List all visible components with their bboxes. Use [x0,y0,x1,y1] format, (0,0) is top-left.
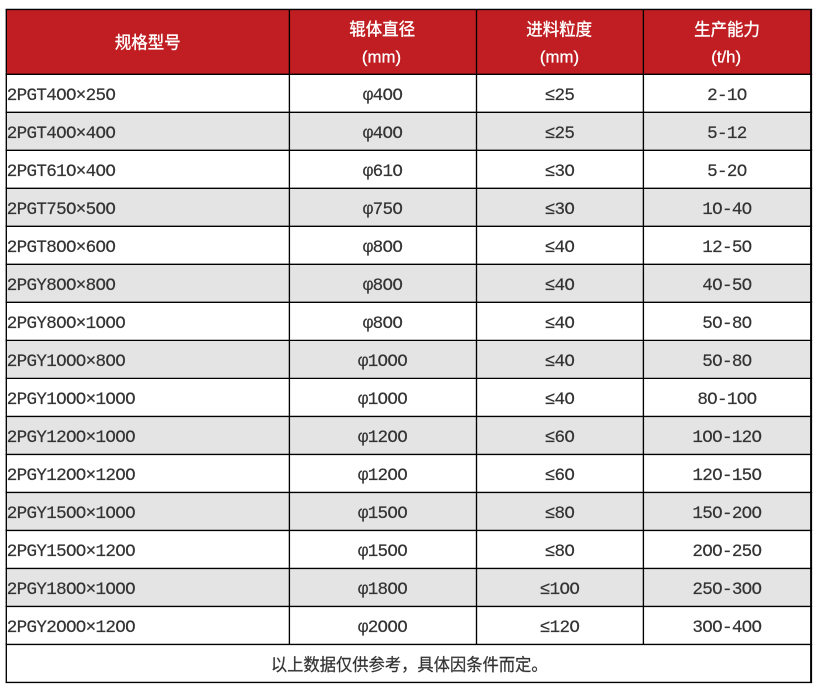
svg-text:φ1OOO: φ1OOO [358,352,407,372]
svg-text:2OO-25O: 2OO-25O [692,542,761,562]
svg-text:2PGT4OO×4OO: 2PGT4OO×4OO [7,124,116,144]
svg-text:2PGY12OO×1OOO: 2PGY12OO×1OOO [7,428,135,448]
svg-text:≤8O: ≤8O [545,542,575,562]
svg-text:≤4O: ≤4O [545,276,575,296]
svg-text:2PGY18OO×1OOO: 2PGY18OO×1OOO [7,580,135,600]
svg-text:12O-15O: 12O-15O [692,466,761,486]
svg-text:φ61O: φ61O [363,162,403,182]
svg-text:1OO-12O: 1OO-12O [692,428,761,448]
svg-text:(mm): (mm) [362,47,401,66]
svg-text:≤25: ≤25 [545,124,575,144]
svg-text:≤4O: ≤4O [545,238,575,258]
svg-text:≤3O: ≤3O [545,162,575,182]
svg-text:4O-5O: 4O-5O [702,276,751,296]
svg-text:5O-8O: 5O-8O [702,314,751,334]
svg-text:φ8OO: φ8OO [363,238,403,258]
svg-text:≤3O: ≤3O [545,200,575,220]
svg-text:≤12O: ≤12O [540,618,580,638]
svg-text:2-1O: 2-1O [707,86,747,106]
svg-text:2PGY1OOO×8OO: 2PGY1OOO×8OO [7,352,125,372]
svg-text:≤8O: ≤8O [545,504,575,524]
svg-text:5-12: 5-12 [707,124,747,144]
svg-text:φ2OOO: φ2OOO [358,618,407,638]
svg-text:φ18OO: φ18OO [358,580,407,600]
svg-text:2PGY8OO×8OO: 2PGY8OO×8OO [7,276,116,296]
svg-text:2PGY2OOO×12OO: 2PGY2OOO×12OO [7,618,135,638]
svg-text:2PGY1OOO×1OOO: 2PGY1OOO×1OOO [7,390,135,410]
svg-text:5O-8O: 5O-8O [702,352,751,372]
svg-text:φ8OO: φ8OO [363,276,403,296]
svg-text:φ1OOO: φ1OOO [358,390,407,410]
svg-text:15O-2OO: 15O-2OO [692,504,761,524]
svg-text:25O-3OO: 25O-3OO [692,580,761,600]
svg-text:(t/h): (t/h) [711,47,741,66]
svg-text:8O-1OO: 8O-1OO [697,390,756,410]
svg-text:1O-4O: 1O-4O [702,200,751,220]
svg-text:≤1OO: ≤1OO [540,580,580,600]
svg-text:5-2O: 5-2O [707,162,747,182]
svg-text:φ8OO: φ8OO [363,314,403,334]
svg-text:2PGY12OO×12OO: 2PGY12OO×12OO [7,466,135,486]
svg-text:(mm): (mm) [540,47,579,66]
svg-text:≤4O: ≤4O [545,390,575,410]
svg-text:φ15OO: φ15OO [358,542,407,562]
svg-text:12-5O: 12-5O [702,238,751,258]
svg-text:2PGY15OO×12OO: 2PGY15OO×12OO [7,542,135,562]
svg-text:2PGT61O×4OO: 2PGT61O×4OO [7,162,116,182]
svg-text:≤4O: ≤4O [545,352,575,372]
svg-text:2PGT8OO×6OO: 2PGT8OO×6OO [7,238,116,258]
svg-text:2PGT4OO×25O: 2PGT4OO×25O [7,86,116,106]
svg-text:φ15OO: φ15OO [358,504,407,524]
svg-text:φ12OO: φ12OO [358,466,407,486]
svg-text:φ4OO: φ4OO [363,86,403,106]
svg-text:3OO-4OO: 3OO-4OO [692,618,761,638]
svg-text:2PGT75O×5OO: 2PGT75O×5OO [7,200,116,220]
svg-text:φ4OO: φ4OO [363,124,403,144]
svg-text:≤6O: ≤6O [545,428,575,448]
svg-text:φ12OO: φ12OO [358,428,407,448]
svg-text:φ75O: φ75O [363,200,403,220]
svg-text:≤25: ≤25 [545,86,575,106]
svg-text:2PGY15OO×1OOO: 2PGY15OO×1OOO [7,504,135,524]
svg-text:≤6O: ≤6O [545,466,575,486]
svg-text:≤4O: ≤4O [545,314,575,334]
svg-text:2PGY8OO×1OOO: 2PGY8OO×1OOO [7,314,125,334]
